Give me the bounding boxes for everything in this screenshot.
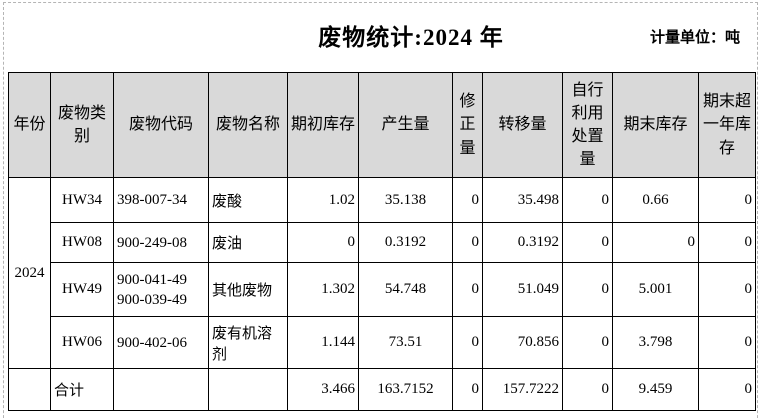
report-title: 废物统计:2024 年 bbox=[318, 25, 504, 50]
total-row: 合计 3.466 163.7152 0 157.7222 0 9.459 0 bbox=[8, 368, 756, 411]
transferred-cell[interactable]: 51.049 bbox=[482, 262, 563, 317]
unit-label: 计量单位：吨 bbox=[649, 30, 740, 46]
self-disposed-cell[interactable]: 0 bbox=[562, 177, 613, 223]
header-cell-over-one-year[interactable]: 期末超一年库存 bbox=[698, 72, 756, 178]
category-cell[interactable]: HW06 bbox=[50, 316, 114, 369]
ending-cell[interactable]: 0 bbox=[612, 222, 699, 263]
header-cell-waste-code[interactable]: 废物代码 bbox=[113, 72, 209, 178]
total-ending-cell[interactable]: 9.459 bbox=[612, 368, 699, 411]
category-cell[interactable]: HW34 bbox=[50, 177, 114, 223]
opening-cell[interactable]: 0 bbox=[287, 222, 359, 263]
over-one-year-cell[interactable]: 0 bbox=[698, 262, 756, 317]
name-cell[interactable]: 废油 bbox=[208, 222, 288, 263]
produced-cell[interactable]: 54.748 bbox=[358, 262, 453, 317]
over-one-year-cell[interactable]: 0 bbox=[698, 177, 756, 223]
ending-cell[interactable]: 0.66 bbox=[612, 177, 699, 223]
total-over-one-year-cell[interactable]: 0 bbox=[698, 368, 756, 411]
header-cell-waste-name[interactable]: 废物名称 bbox=[208, 72, 288, 178]
corrected-cell[interactable]: 0 bbox=[452, 316, 483, 369]
code-cell[interactable]: 398-007-34 bbox=[113, 177, 209, 223]
table-row: 2024 HW34 398-007-34 废酸 1.02 35.138 0 35… bbox=[8, 177, 756, 369]
code-cell-empty[interactable] bbox=[113, 368, 209, 411]
category-cell[interactable]: HW08 bbox=[50, 222, 114, 263]
name-cell[interactable]: 其他废物 bbox=[208, 262, 288, 317]
table-row: HW49 900-041-49 900-039-49 其他废物 1.302 54… bbox=[9, 262, 756, 317]
total-produced-cell[interactable]: 163.7152 bbox=[358, 368, 453, 411]
table-row: HW06 900-402-06 废有机溶剂 1.144 73.51 0 70.8… bbox=[9, 316, 756, 369]
over-one-year-cell[interactable]: 0 bbox=[698, 222, 756, 263]
category-cell[interactable]: HW49 bbox=[50, 262, 114, 317]
over-one-year-cell[interactable]: 0 bbox=[698, 316, 756, 369]
opening-cell[interactable]: 1.144 bbox=[287, 316, 359, 369]
header-cell-year[interactable]: 年份 bbox=[8, 72, 51, 178]
header-cell-waste-category[interactable]: 废物类别 bbox=[50, 72, 114, 178]
produced-cell[interactable]: 35.138 bbox=[358, 177, 453, 223]
total-corrected-cell[interactable]: 0 bbox=[452, 368, 483, 411]
total-transferred-cell[interactable]: 157.7222 bbox=[482, 368, 563, 411]
produced-cell[interactable]: 0.3192 bbox=[358, 222, 453, 263]
header-cell-opening-stock[interactable]: 期初库存 bbox=[287, 72, 359, 178]
total-label-cell[interactable]: 合计 bbox=[50, 368, 114, 411]
total-self-disposed-cell[interactable]: 0 bbox=[562, 368, 613, 411]
table-header-row: 年份 废物类别 废物代码 废物名称 期初库存 产生量 修正量 转移量 自行利用处… bbox=[8, 72, 756, 178]
code-line-1: 900-041-49 bbox=[117, 271, 187, 288]
transferred-cell[interactable]: 35.498 bbox=[482, 177, 563, 223]
ending-cell[interactable]: 5.001 bbox=[612, 262, 699, 317]
produced-cell[interactable]: 73.51 bbox=[358, 316, 453, 369]
header-cell-ending-stock[interactable]: 期末库存 bbox=[612, 72, 699, 178]
header-cell-corrected[interactable]: 修正量 bbox=[452, 72, 483, 178]
year-cell[interactable]: 2024 bbox=[8, 177, 51, 369]
self-disposed-cell[interactable]: 0 bbox=[562, 262, 613, 317]
opening-cell[interactable]: 1.02 bbox=[287, 177, 359, 223]
transferred-cell[interactable]: 0.3192 bbox=[482, 222, 563, 263]
header-cell-transferred[interactable]: 转移量 bbox=[482, 72, 563, 178]
corrected-cell[interactable]: 0 bbox=[452, 177, 483, 223]
header-cell-self-disposed[interactable]: 自行利用处置量 bbox=[562, 72, 613, 178]
corrected-cell[interactable]: 0 bbox=[452, 262, 483, 317]
name-cell[interactable]: 废酸 bbox=[208, 177, 288, 223]
name-cell-empty[interactable] bbox=[208, 368, 288, 411]
code-cell[interactable]: 900-249-08 bbox=[113, 222, 209, 263]
code-cell[interactable]: 900-402-06 bbox=[113, 316, 209, 369]
self-disposed-cell[interactable]: 0 bbox=[562, 222, 613, 263]
header-cell-produced[interactable]: 产生量 bbox=[358, 72, 453, 178]
self-disposed-cell[interactable]: 0 bbox=[562, 316, 613, 369]
name-cell[interactable]: 废有机溶剂 bbox=[208, 316, 288, 369]
ending-cell[interactable]: 3.798 bbox=[612, 316, 699, 369]
corrected-cell[interactable]: 0 bbox=[452, 222, 483, 263]
table-row: HW08 900-249-08 废油 0 0.3192 0 0.3192 0 0… bbox=[9, 222, 756, 263]
waste-stats-table: 年份 废物类别 废物代码 废物名称 期初库存 产生量 修正量 转移量 自行利用处… bbox=[8, 72, 756, 411]
code-line-2: 900-039-49 bbox=[117, 291, 187, 308]
year-cell-empty[interactable] bbox=[8, 368, 51, 411]
opening-cell[interactable]: 1.302 bbox=[287, 262, 359, 317]
code-cell[interactable]: 900-041-49 900-039-49 bbox=[113, 262, 209, 317]
transferred-cell[interactable]: 70.856 bbox=[482, 316, 563, 369]
total-opening-cell[interactable]: 3.466 bbox=[287, 368, 359, 411]
